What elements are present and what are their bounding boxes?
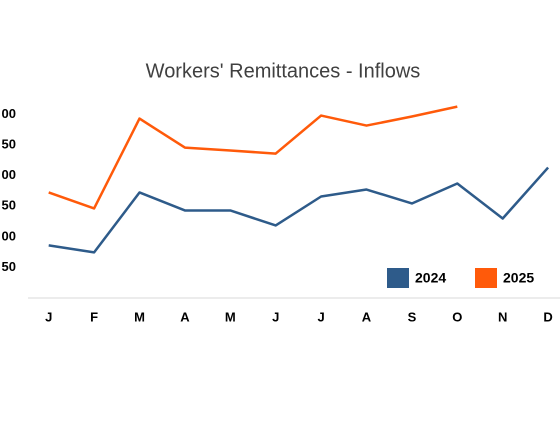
x-tick-label: A	[362, 309, 372, 324]
y-tick-label: 00	[2, 228, 16, 243]
x-tick-label: A	[180, 309, 190, 324]
x-tick-label: F	[90, 309, 98, 324]
x-tick-label: D	[543, 309, 552, 324]
y-tick-label: 50	[2, 198, 16, 213]
x-tick-label: J	[272, 309, 279, 324]
x-tick-label: J	[317, 309, 324, 324]
line-series	[48, 105, 458, 210]
y-tick-label: 00	[2, 167, 16, 182]
legend-label: 2024	[415, 270, 446, 286]
line-series	[48, 166, 550, 254]
x-tick-label: J	[45, 309, 52, 324]
chart-title: Workers' Remittances - Inflows	[146, 60, 421, 82]
x-tick-label: M	[134, 309, 145, 324]
y-tick-label: 50	[2, 259, 16, 274]
y-tick-label: 50	[2, 137, 16, 152]
x-tick-label: O	[452, 309, 462, 324]
x-tick-label: S	[408, 309, 417, 324]
legend-label: 2025	[503, 270, 534, 286]
x-tick-label: N	[498, 309, 507, 324]
y-tick-label: 00	[2, 106, 16, 121]
legend-swatch	[387, 268, 409, 288]
legend-swatch	[475, 268, 497, 288]
x-tick-label: M	[225, 309, 236, 324]
